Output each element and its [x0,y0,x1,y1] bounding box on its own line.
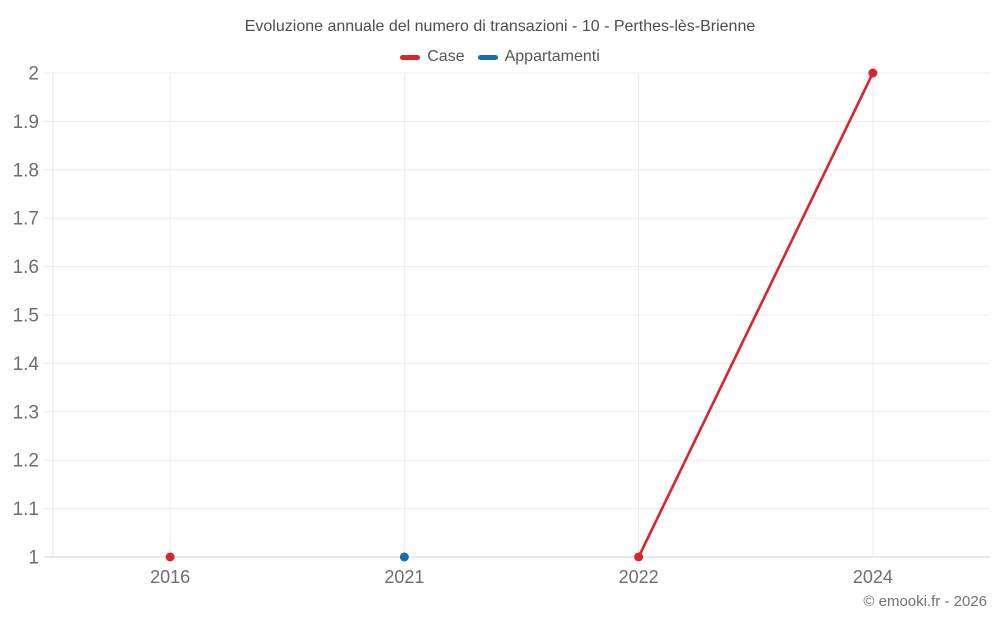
data-point-case-2022[interactable] [634,552,644,562]
y-tick-label: 1.2 [13,451,39,472]
legend-label-appartamenti: Appartamenti [504,48,600,65]
y-tick-label: 1.7 [13,209,39,230]
legend-item-case[interactable]: Case [400,48,465,66]
legend-swatch-case-icon [400,54,421,60]
chart-legend: Case Appartamenti [0,48,1000,66]
y-tick-label: 1.4 [13,354,40,375]
y-tick-label: 1.1 [13,499,39,520]
x-tick-label: 2016 [150,567,190,587]
copyright-watermark: © emooki.fr - 2026 [863,593,987,610]
y-tick-label: 1.3 [13,402,39,423]
legend-item-appartamenti[interactable]: Appartamenti [477,48,600,66]
legend-swatch-appartamenti-icon [477,54,498,60]
y-tick-label: 1 [28,548,39,569]
y-tick-label: 1.8 [13,160,39,181]
y-tick-label: 1.6 [13,257,39,278]
chart-title: Evoluzione annuale del numero di transaz… [244,18,756,35]
x-tick-label: 2021 [384,567,424,587]
x-tick-label: 2022 [619,567,659,587]
data-point-appartamenti-2021[interactable] [399,552,409,562]
x-tick-label: 2024 [853,567,893,587]
y-tick-label: 2 [28,64,39,85]
series-line-case [637,71,875,559]
data-point-case-2016[interactable] [165,552,175,562]
y-tick-label: 1.5 [13,306,39,327]
y-tick-label: 1.9 [13,112,39,133]
legend-label-case: Case [427,48,465,65]
data-point-case-2024[interactable] [868,68,878,78]
